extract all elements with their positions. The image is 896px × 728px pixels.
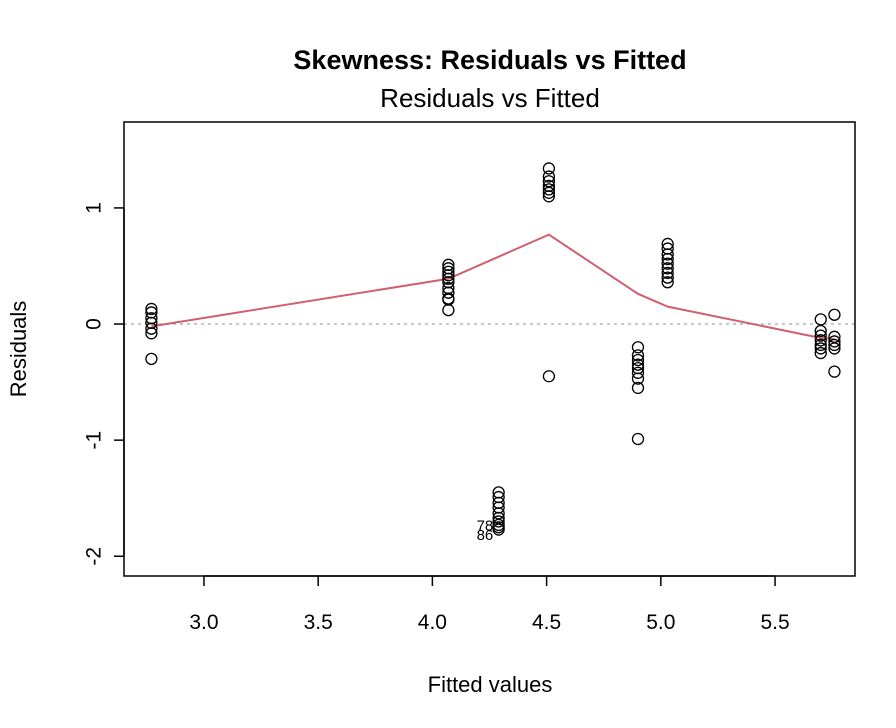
x-axis-label: Fitted values [428, 672, 553, 697]
residual-point [542, 370, 556, 383]
y-tick-label: -2 [83, 547, 106, 566]
residual-point [631, 349, 645, 362]
residual-point [492, 523, 505, 536]
residual-point [542, 183, 556, 196]
residual-point [442, 303, 455, 317]
residual-point [814, 346, 827, 360]
residual-point [145, 302, 158, 316]
chart-title: Skewness: Residuals vs Fitted [293, 45, 686, 75]
x-tick-label: 4.5 [532, 611, 561, 634]
residual-point [542, 162, 556, 175]
point-label: 86 [477, 527, 494, 544]
residual-point [145, 352, 158, 366]
x-tick-label: 4.0 [418, 611, 447, 634]
residual-point [492, 515, 505, 528]
residual-point [631, 432, 645, 446]
residual-point [661, 262, 674, 275]
residual-point [442, 272, 455, 285]
residual-points [145, 162, 841, 536]
residual-point [828, 365, 841, 378]
residual-point [631, 372, 645, 385]
residual-point [661, 271, 674, 284]
x-tick-label: 3.0 [189, 611, 218, 634]
x-tick-label: 5.5 [760, 611, 789, 634]
residual-point [631, 353, 645, 367]
y-tick-label: -1 [83, 431, 106, 450]
residual-point [661, 252, 674, 266]
residual-point [814, 329, 827, 342]
residual-point [661, 248, 674, 261]
residual-point [661, 257, 674, 270]
residual-point [828, 338, 841, 352]
residual-point [828, 335, 841, 348]
x-tick-label: 5.0 [646, 611, 675, 634]
residual-point [145, 322, 158, 335]
y-tick-label: 0 [83, 318, 106, 330]
y-axis: -2 -1 0 1 [83, 202, 125, 566]
residual-point [542, 170, 556, 183]
residual-point [814, 342, 827, 355]
residual-point [814, 324, 827, 338]
y-axis-label: Residuals [6, 301, 31, 398]
residual-point [442, 286, 455, 299]
residual-point [661, 276, 674, 289]
chart-subtitle: Residuals vs Fitted [380, 83, 600, 113]
residual-point [814, 338, 827, 352]
point-label: 78 [477, 518, 494, 535]
x-tick-label: 3.5 [304, 611, 333, 634]
residual-point [661, 266, 674, 280]
residual-point [542, 190, 556, 203]
smoother-line [151, 233, 835, 341]
residual-point [814, 334, 827, 347]
y-tick-label: 1 [83, 202, 106, 214]
residual-point [631, 358, 645, 371]
residual-point [814, 313, 827, 326]
residual-point [442, 269, 455, 282]
plot-frame [123, 121, 856, 577]
residual-point [631, 366, 645, 379]
residual-point [828, 342, 841, 355]
residual-point [542, 186, 556, 199]
residual-point [828, 308, 841, 321]
residual-point [631, 381, 645, 395]
residual-point [631, 341, 645, 354]
residual-point [145, 327, 158, 340]
x-axis: 3.0 3.5 4.0 4.5 5.0 5.5 [189, 575, 790, 634]
